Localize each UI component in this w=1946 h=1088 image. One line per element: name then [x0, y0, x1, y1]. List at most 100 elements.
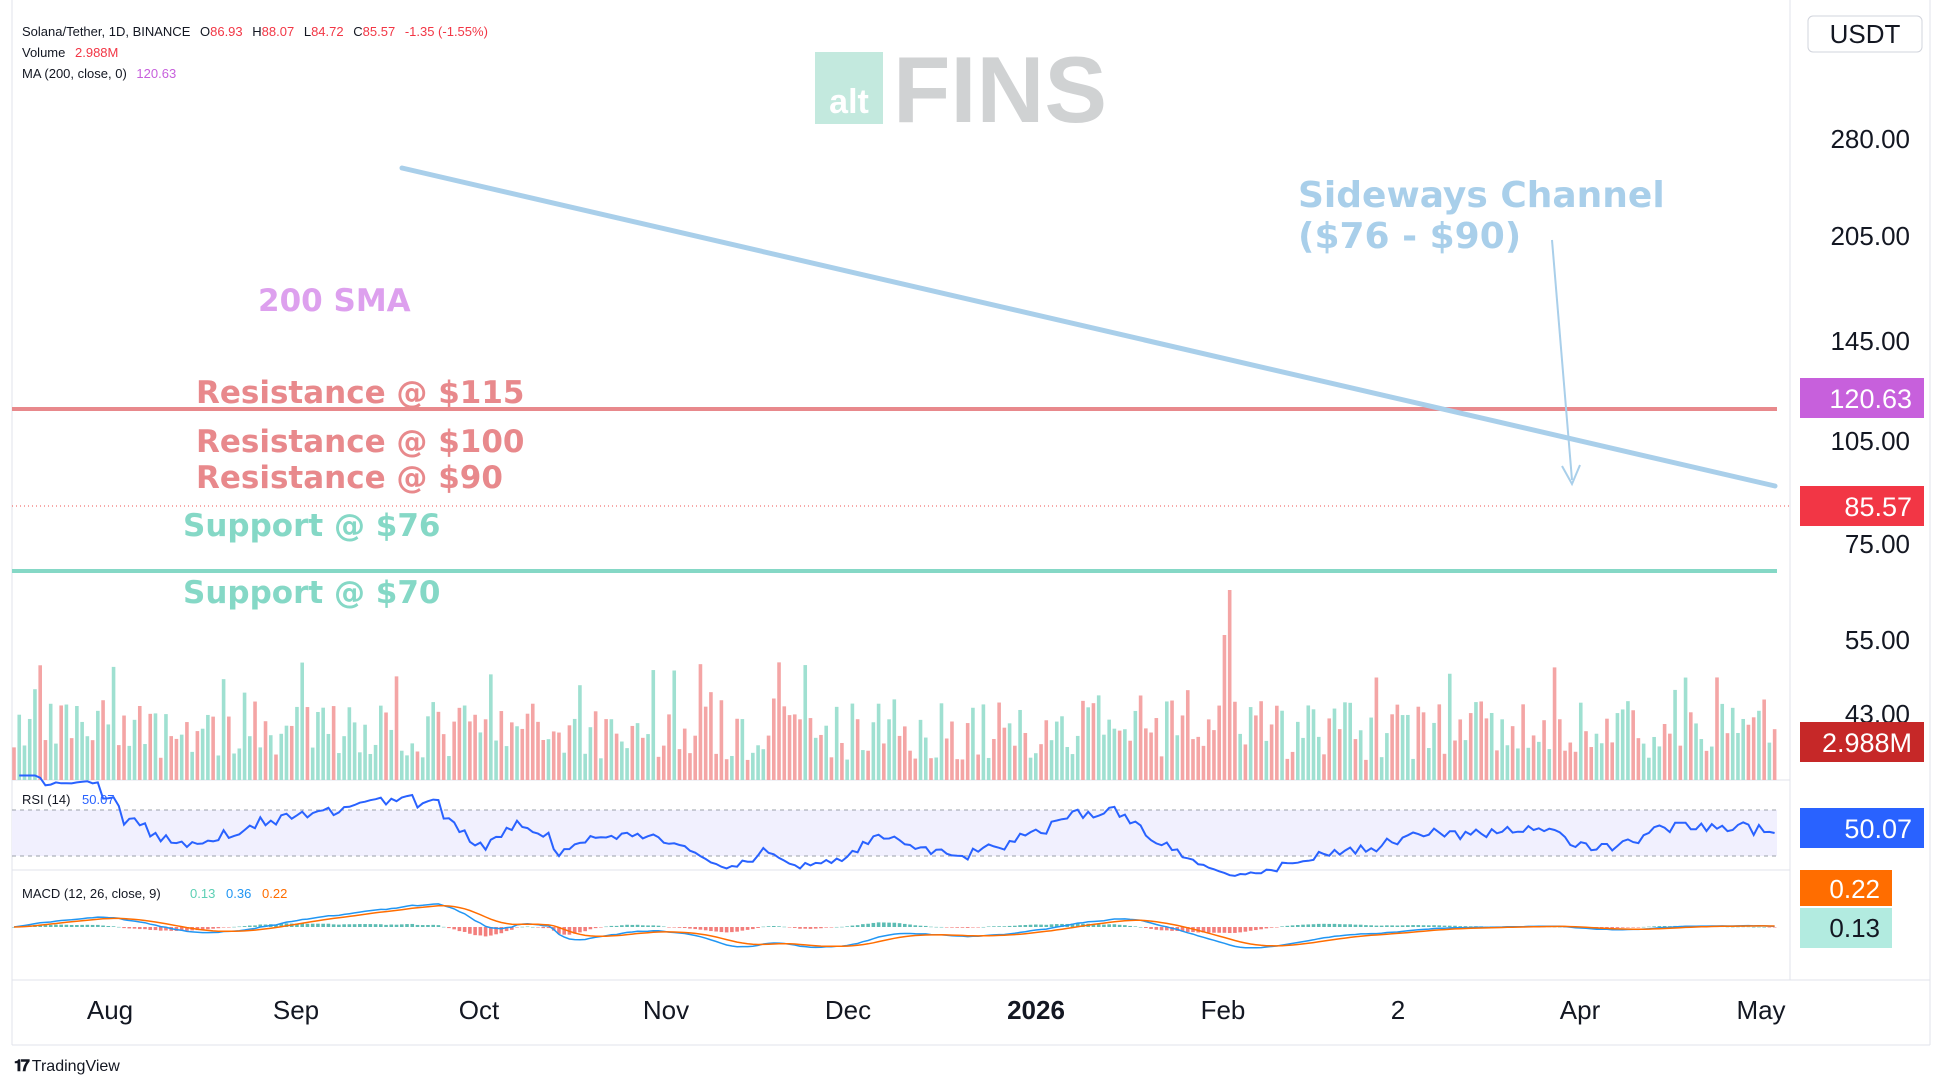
macd-histogram-bar: [1626, 927, 1630, 928]
macd-histogram-bar: [1605, 927, 1609, 928]
macd-histogram-bar: [1243, 927, 1248, 932]
volume-bar: [635, 723, 640, 780]
volume-bar: [1290, 751, 1295, 780]
volume-bar: [1023, 732, 1028, 780]
macd-histogram-bar: [1144, 927, 1148, 928]
volume-bar: [562, 752, 566, 780]
macd-histogram-bar: [452, 927, 456, 930]
rsi-badge: 50.07: [1800, 808, 1924, 848]
macd-histogram-bar: [672, 927, 677, 928]
volume-bar: [33, 689, 37, 780]
macd-histogram-bar: [515, 927, 519, 928]
volume-bar: [609, 719, 614, 780]
volume-bar: [1075, 735, 1080, 780]
volume-legend: Volume 2.988M: [22, 45, 118, 60]
volume-bar: [1128, 740, 1132, 780]
volume-bar: [12, 747, 16, 780]
time-tick: Aug: [87, 995, 133, 1025]
macd-histogram-bar: [1280, 926, 1284, 927]
low-value: 84.72: [311, 24, 344, 39]
currency-button[interactable]: USDT: [1807, 15, 1923, 53]
macd-histogram-bar: [1159, 927, 1164, 931]
time-tick: May: [1736, 995, 1785, 1025]
macd-histogram-bar: [824, 927, 828, 928]
macd-histogram-bar: [420, 925, 425, 927]
volume-bar: [1102, 734, 1106, 780]
volume-bar: [798, 719, 802, 780]
macd-histogram-bar: [913, 925, 918, 927]
macd-histogram-bar: [808, 927, 813, 929]
tradingview-logo[interactable]: 𝟏𝟕 TradingView: [14, 1058, 120, 1076]
macd-histogram-bar: [1138, 926, 1143, 928]
macd-histogram-bar: [1400, 925, 1405, 927]
macd-histogram-bar: [316, 923, 320, 927]
macd-histogram-bar: [845, 926, 849, 927]
macd-histogram-bar: [389, 924, 394, 927]
volume-bar: [1007, 723, 1012, 780]
macd-histogram-bar: [1296, 925, 1300, 927]
volume-bar: [1772, 729, 1777, 780]
volume-bar: [740, 719, 745, 780]
volume-bar: [1316, 736, 1321, 780]
time-tick: Feb: [1201, 995, 1246, 1025]
volume-bar: [452, 721, 456, 780]
volume-bar: [379, 705, 383, 780]
macd-histogram-bar: [819, 927, 823, 929]
volume-label[interactable]: Volume: [22, 45, 66, 60]
macd-histogram-bar: [1379, 925, 1384, 927]
volume-bar: [43, 740, 48, 780]
volume-bar: [75, 706, 79, 780]
macd-histogram-bar: [609, 925, 614, 927]
macd-histogram-bar: [635, 924, 640, 927]
volume-bar: [520, 728, 525, 780]
volume-bar: [248, 736, 252, 780]
macd-histogram-bar: [1070, 923, 1075, 927]
ma-label[interactable]: MA (200, close, 0): [22, 66, 127, 81]
volume-bar: [85, 736, 90, 780]
volume-bar: [54, 743, 58, 780]
macd-histogram-bar: [326, 923, 331, 927]
volume-bar: [929, 758, 933, 780]
macd-histogram-bar: [221, 927, 226, 928]
volume-bar: [326, 733, 331, 780]
macd-histogram-bar: [1123, 925, 1127, 927]
volume-bar: [730, 755, 734, 780]
macd-histogram-bar: [347, 924, 352, 927]
volume-bar: [494, 740, 498, 780]
volume-bar: [719, 700, 724, 780]
volume-bar: [510, 722, 514, 780]
volume-bar: [745, 759, 750, 780]
price-tick: 145.00: [1830, 326, 1910, 356]
macd-histogram-bar: [295, 923, 299, 927]
price-tick: 55.00: [1845, 625, 1910, 655]
volume-bar: [137, 705, 142, 780]
volume-bar: [897, 735, 902, 780]
volume-bar: [441, 734, 446, 780]
volume-bar: [1212, 730, 1216, 780]
volume-bar: [1599, 743, 1604, 780]
open-value: 86.93: [210, 24, 243, 39]
annotations: 200 SMA Resistance @ $115 Resistance @ $…: [183, 175, 1665, 611]
volume-bar: [1264, 740, 1269, 780]
macd-histogram-bar: [976, 927, 980, 928]
macd-histogram-bar: [929, 926, 933, 928]
volume-bar: [316, 711, 320, 780]
volume-bar: [1248, 707, 1253, 780]
symbol-label[interactable]: Solana/Tether, 1D, BINANCE: [22, 24, 191, 39]
macd-histogram-bar: [1259, 927, 1263, 930]
macd-histogram-bar: [908, 924, 912, 927]
macd-panel: [12, 903, 1777, 949]
volume-bar: [1002, 727, 1007, 780]
macd-histogram-bar: [48, 924, 53, 927]
channel-label-2: ($76 - $90): [1298, 216, 1521, 257]
volume-bar: [541, 739, 546, 780]
macd-histogram-bar: [1034, 924, 1038, 927]
volume-bar: [1091, 703, 1096, 780]
volume-bar: [1013, 745, 1017, 780]
volume-bar: [368, 753, 373, 780]
volume-bar: [1563, 750, 1567, 780]
macd-histogram-bar: [656, 925, 661, 927]
macd-histogram-bar: [1075, 923, 1080, 927]
macd-histogram-bar: [1343, 924, 1347, 927]
